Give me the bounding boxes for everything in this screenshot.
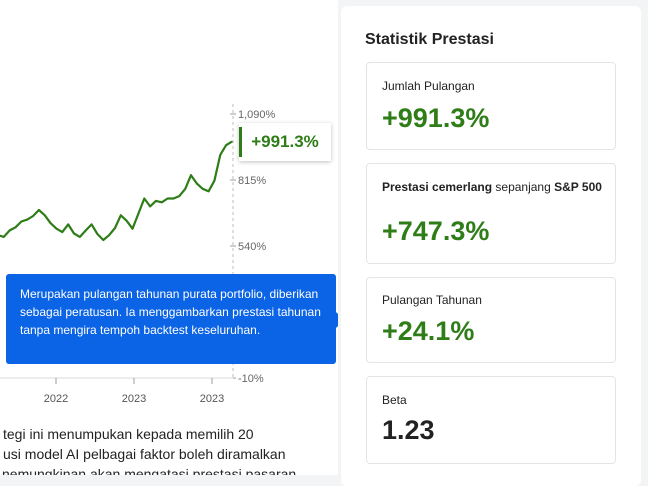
data-point bbox=[137, 213, 139, 215]
data-point bbox=[96, 233, 98, 235]
data-point bbox=[184, 188, 186, 190]
data-point bbox=[73, 232, 75, 235]
data-point bbox=[114, 227, 116, 229]
data-point bbox=[85, 229, 87, 231]
data-point bbox=[225, 144, 227, 146]
data-point bbox=[219, 154, 221, 156]
data-point bbox=[91, 223, 93, 225]
x-tick-label: 2022 bbox=[44, 393, 68, 405]
outperformance-value: +747.3% bbox=[382, 216, 490, 246]
data-point bbox=[196, 183, 198, 185]
outperformance-label-mid: sepanjang bbox=[492, 180, 555, 194]
annual-return-value: +24.1% bbox=[382, 316, 475, 346]
data-point bbox=[20, 220, 22, 223]
x-tick-label: 2023 bbox=[200, 393, 224, 405]
total-return-value: +991.3% bbox=[382, 103, 490, 133]
y-tick-label: 1,090% bbox=[238, 109, 276, 121]
description-line: tegi ini menumpukan kepada memilih 20 bbox=[3, 426, 254, 442]
data-point bbox=[161, 201, 163, 203]
data-point bbox=[55, 228, 58, 230]
data-point bbox=[67, 223, 69, 225]
y-tick-label: 540% bbox=[238, 241, 266, 253]
data-point bbox=[149, 205, 151, 207]
data-point bbox=[202, 188, 204, 190]
data-point bbox=[120, 214, 122, 216]
y-tick-label: 815% bbox=[238, 175, 266, 187]
outperformance-label-bold: Prestasi cemerlang bbox=[382, 180, 493, 194]
performance-chart: 1,090% 815% 540% -10% 2022 2023 2023 bbox=[0, 104, 276, 405]
data-point bbox=[9, 229, 11, 231]
outperformance-label-index: S&P 500 bbox=[554, 180, 602, 194]
outperformance-card[interactable]: Prestasi cemerlang sepanjang S&P 500 +74… bbox=[366, 163, 616, 264]
data-point bbox=[178, 195, 180, 197]
data-point bbox=[50, 222, 52, 224]
panel-title: Statistik Prestasi bbox=[365, 31, 494, 48]
data-point bbox=[167, 197, 169, 200]
x-tick-label: 2023 bbox=[122, 393, 146, 405]
total-return-card[interactable]: Jumlah Pulangan +991.3% bbox=[366, 62, 616, 150]
last-value-label: +991.3% bbox=[251, 132, 319, 151]
y-tick-label: -10% bbox=[238, 373, 264, 385]
beta-card[interactable]: Beta 1.23 bbox=[366, 376, 616, 464]
data-point bbox=[172, 197, 175, 200]
chart-area: 1,090% 815% 540% -10% 2022 2023 2023 +991.3% t… bbox=[0, 0, 338, 475]
data-point bbox=[102, 239, 104, 241]
data-point bbox=[126, 220, 128, 222]
data-point bbox=[32, 215, 34, 217]
data-point bbox=[190, 174, 192, 176]
data-point bbox=[61, 231, 63, 233]
strategy-description: tegi ini menumpukan kepada memilih 20 us… bbox=[0, 424, 338, 475]
series-line bbox=[0, 140, 233, 242]
beta-value: 1.23 bbox=[382, 415, 435, 445]
data-point bbox=[26, 219, 28, 221]
annual-return-card[interactable]: Pulangan Tahunan +24.1% bbox=[366, 277, 616, 363]
data-point bbox=[38, 209, 40, 211]
annual-return-label: Pulangan Tahunan bbox=[382, 293, 482, 307]
data-point bbox=[131, 228, 134, 230]
data-point bbox=[14, 226, 17, 228]
description-line: nemungkinan akan mengatasi prestasi pasa… bbox=[2, 466, 297, 475]
data-point bbox=[231, 141, 233, 143]
data-point bbox=[44, 214, 46, 216]
description-line: usi model AI pelbagai faktor boleh diram… bbox=[3, 446, 286, 462]
data-point bbox=[155, 200, 157, 202]
data-point bbox=[208, 190, 210, 192]
annual-return-tooltip: Merupakan pulangan tahunan purata portfo… bbox=[6, 274, 338, 364]
data-point bbox=[3, 236, 5, 238]
beta-label: Beta bbox=[382, 393, 407, 407]
last-value-badge: +991.3% bbox=[239, 123, 331, 161]
outperformance-label: Prestasi cemerlang sepanjang S&P 500 bbox=[382, 181, 602, 194]
performance-stats-panel: Statistik Prestasi Jumlah Pulangan +991.… bbox=[341, 6, 641, 486]
data-point bbox=[79, 236, 81, 238]
data-point bbox=[143, 197, 145, 200]
total-return-label: Jumlah Pulangan bbox=[382, 79, 475, 93]
data-point bbox=[213, 180, 215, 182]
tooltip-text: Merupakan pulangan tahunan purata portfo… bbox=[20, 287, 321, 337]
data-point bbox=[108, 234, 110, 236]
